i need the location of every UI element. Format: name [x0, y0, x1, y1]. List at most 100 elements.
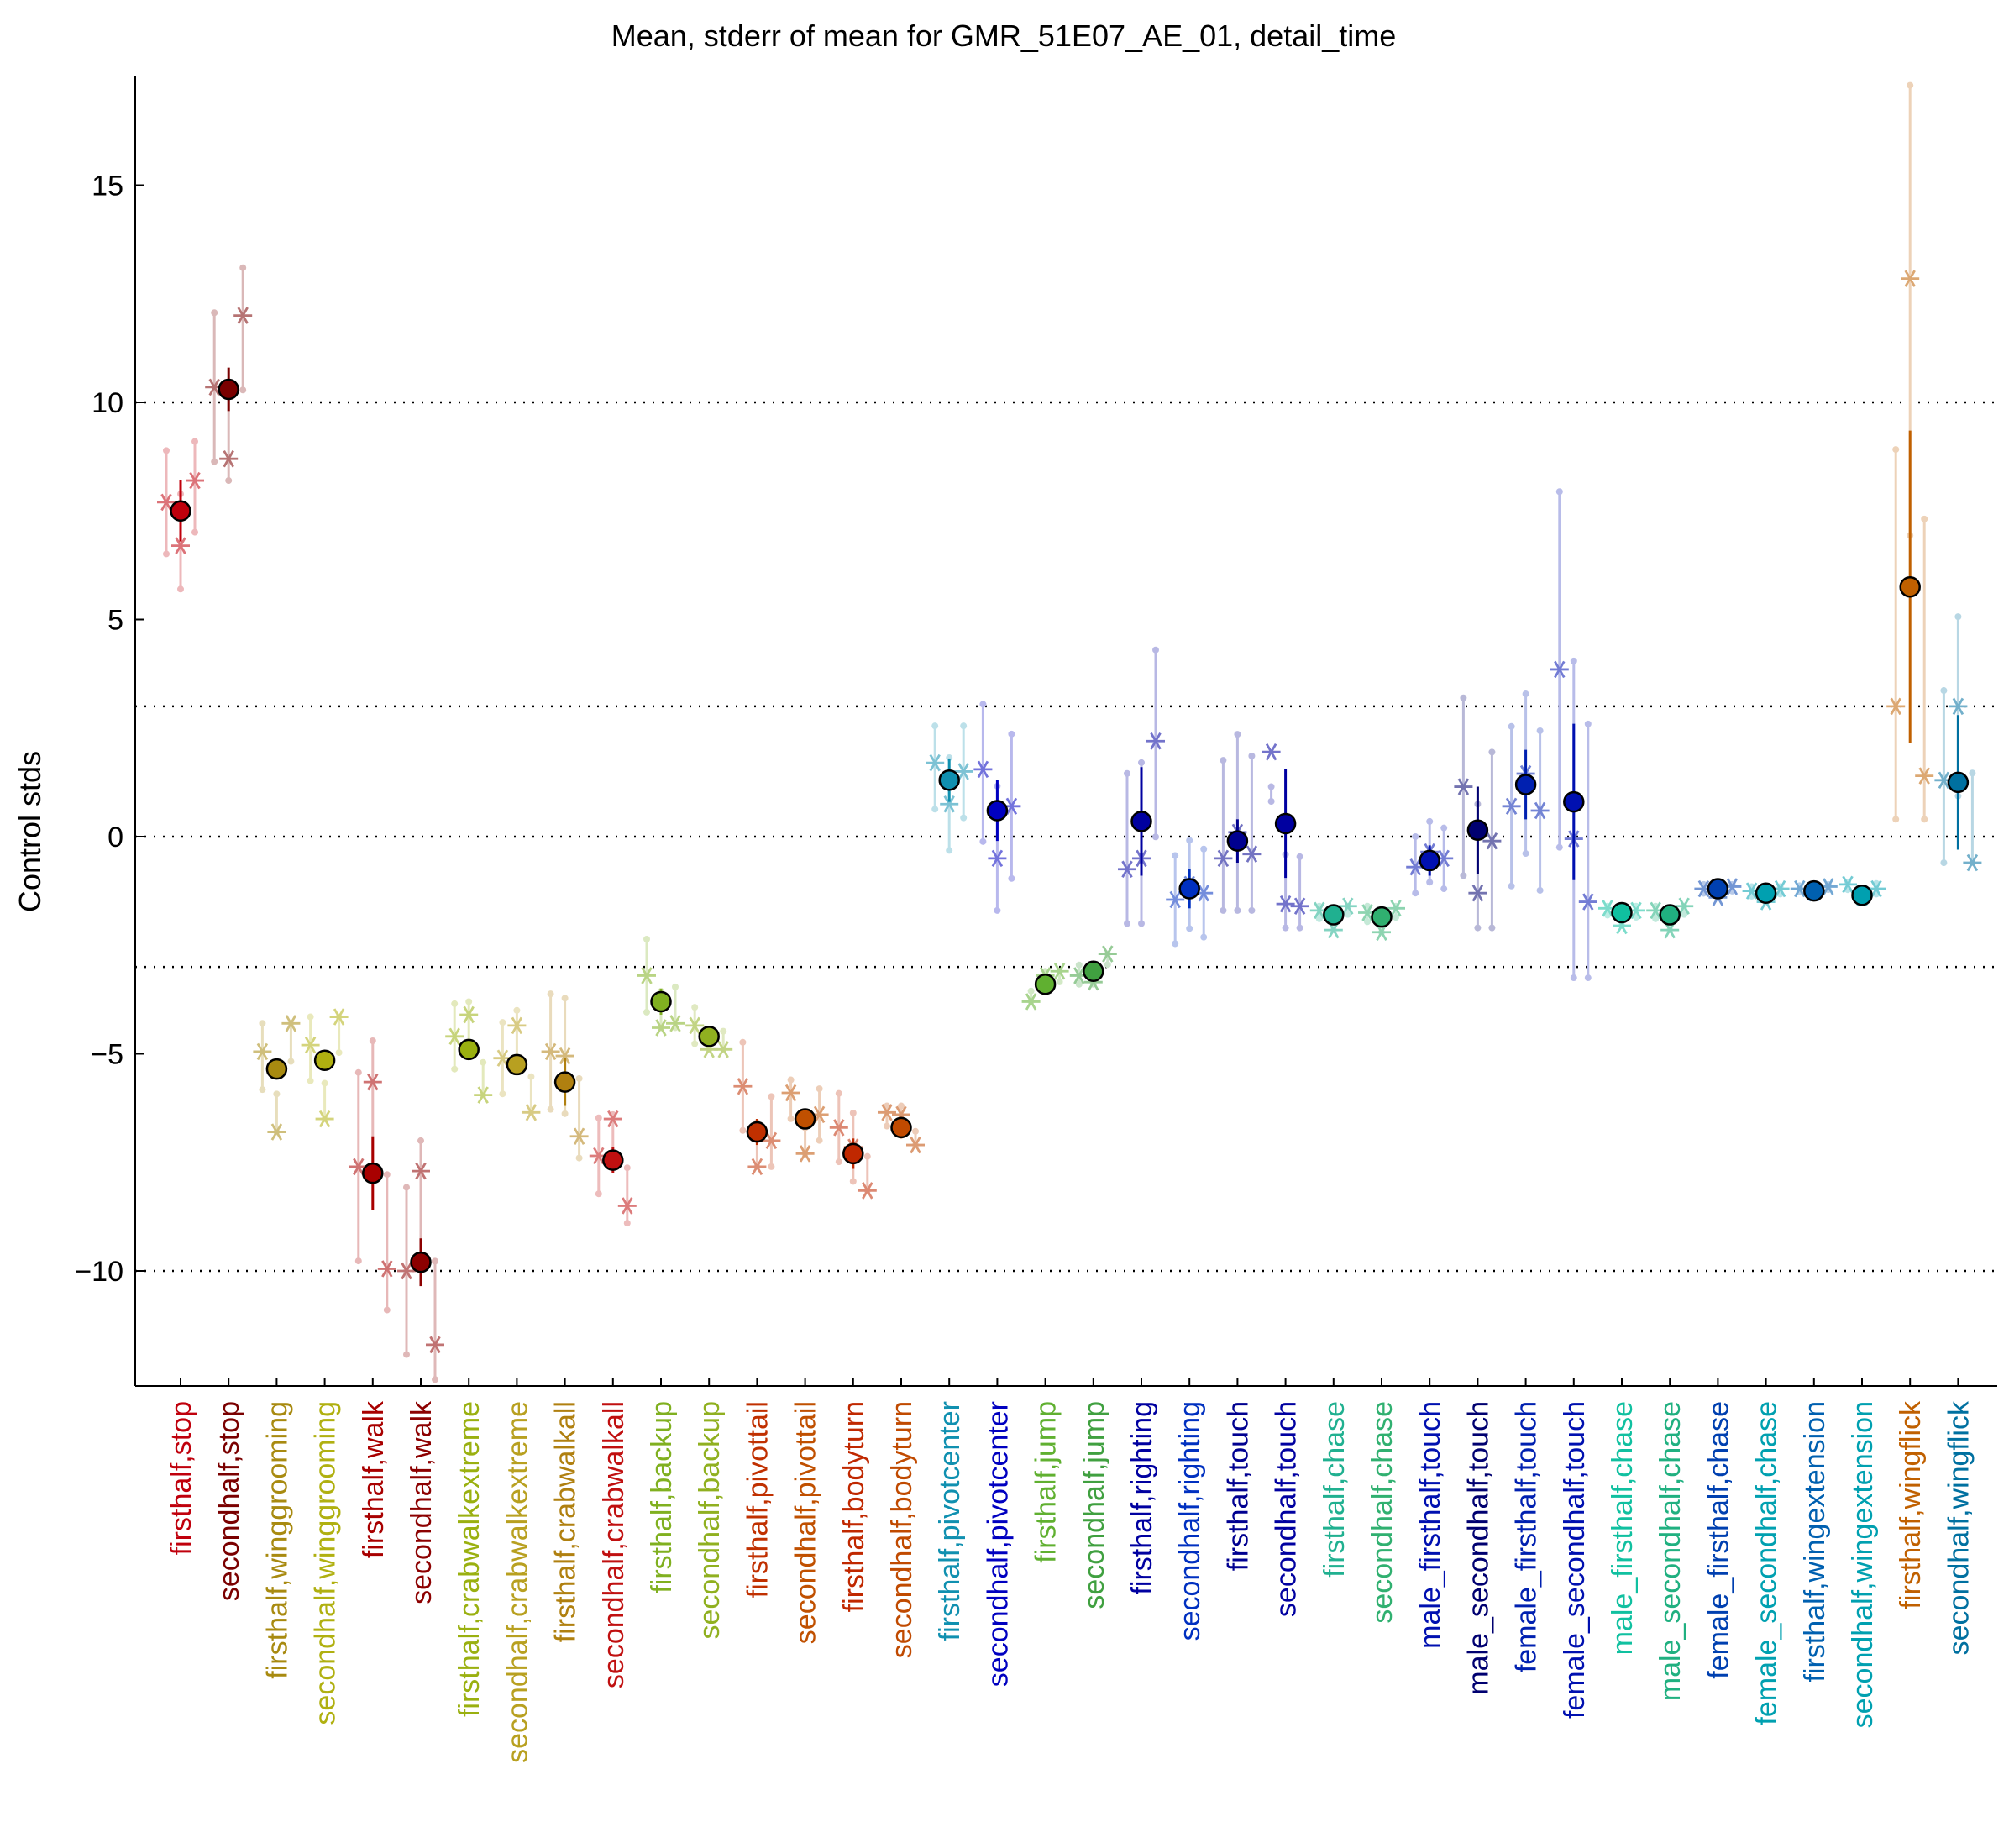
trial-range-end	[960, 722, 968, 730]
trial-mean-star	[445, 1027, 464, 1046]
star-stroke	[1198, 884, 1209, 902]
x-tick-label: secondhalf,touch	[1271, 1401, 1303, 1617]
trial-mean-star	[1387, 900, 1405, 917]
trial-mean-star	[954, 763, 973, 780]
x-tick-label: firsthalf,walk	[358, 1400, 390, 1558]
trial-range-end	[1652, 915, 1660, 922]
trial-range-end	[1921, 816, 1928, 823]
trial-mean-star	[1050, 963, 1069, 980]
y-tick-label: −5	[91, 1039, 123, 1071]
x-tick-label: firsthalf,backup	[646, 1401, 678, 1593]
star-stroke	[1842, 875, 1854, 894]
y-axis-label: Control stds	[13, 751, 47, 912]
category-14	[829, 1089, 877, 1200]
mean-marker	[602, 1149, 624, 1171]
category-23	[1262, 743, 1309, 932]
trial-mean-star	[906, 1136, 925, 1154]
category-21	[1166, 837, 1214, 948]
mean-marker	[890, 1116, 912, 1139]
trial-mean-star	[1118, 860, 1136, 879]
x-tick-label: male_secondhalf,touch	[1462, 1401, 1494, 1695]
trial-range-end	[1267, 783, 1275, 790]
trial-mean-star	[157, 493, 176, 512]
trial-mean-star	[281, 1015, 301, 1032]
trial-range-end	[946, 754, 953, 762]
star-stroke	[689, 1016, 700, 1035]
star-stroke	[559, 1047, 571, 1065]
category-7	[493, 1006, 541, 1121]
trial-mean-star	[1468, 884, 1487, 902]
trial-mean-star	[603, 1110, 622, 1128]
trial-range-end	[432, 1257, 438, 1265]
trial-mean-star	[1482, 832, 1502, 850]
star-stroke	[929, 753, 941, 772]
trial-range-end	[1075, 980, 1083, 988]
category-5	[397, 1137, 444, 1383]
star-stroke	[765, 1131, 778, 1150]
mean-marker	[746, 1121, 768, 1143]
star-stroke	[1457, 778, 1470, 795]
trial-range-end	[1508, 722, 1515, 730]
mean-marker	[410, 1251, 432, 1273]
trial-mean-star	[1021, 993, 1041, 1011]
mean-marker	[1419, 849, 1440, 872]
trial-mean-star	[1098, 945, 1117, 963]
category-16	[926, 722, 973, 854]
mean-marker	[218, 378, 239, 401]
category-24	[1309, 897, 1357, 939]
star-stroke	[1121, 860, 1133, 879]
trial-range-end	[595, 1114, 602, 1121]
star-stroke	[1246, 845, 1258, 863]
x-tick-label: female_firsthalf,chase	[1702, 1401, 1734, 1679]
mean-marker	[1226, 830, 1249, 852]
star-stroke	[1438, 849, 1450, 868]
trial-range-end	[623, 1164, 631, 1172]
x-tick-label: firsthalf,touch	[1222, 1401, 1254, 1571]
trial-range-end	[211, 309, 218, 317]
star-stroke	[1745, 882, 1758, 900]
trial-mean-star	[1915, 767, 1934, 785]
trial-range-end	[191, 438, 198, 445]
star-stroke	[1726, 878, 1739, 895]
mean-marker	[1323, 904, 1345, 926]
trial-mean-star	[878, 1104, 896, 1121]
star-stroke	[1890, 697, 1901, 716]
trial-mean-star	[541, 1042, 560, 1061]
x-tick-label: secondhalf,stop	[213, 1401, 245, 1601]
trial-range-end	[191, 528, 198, 536]
trial-range-end	[1172, 852, 1179, 859]
star-stroke	[1918, 767, 1930, 785]
star-stroke	[1870, 879, 1882, 898]
trial-range-end	[672, 983, 679, 990]
x-tick-label: firsthalf,crabwalkextreme	[454, 1401, 485, 1717]
category-34	[1790, 878, 1838, 902]
category-1	[205, 264, 253, 485]
trial-range-end	[1488, 924, 1496, 932]
star-stroke	[1342, 897, 1354, 915]
trial-range-end	[259, 1086, 266, 1094]
trial-range-end	[739, 1126, 747, 1134]
trial-mean-star	[377, 1260, 396, 1278]
mean-marker	[1083, 960, 1104, 983]
star-stroke	[1505, 797, 1518, 816]
star-stroke	[175, 537, 186, 554]
trial-range-end	[1296, 924, 1303, 932]
trial-mean-star	[1675, 897, 1694, 915]
trial-range-end	[898, 1102, 905, 1110]
trial-range-end	[1296, 853, 1303, 860]
trial-mean-star	[507, 1016, 527, 1035]
y-tick-label: 15	[92, 171, 123, 202]
trial-range-end	[691, 1004, 699, 1011]
trial-range-end	[354, 1068, 362, 1076]
category-35	[1839, 875, 1886, 906]
mean-marker	[1514, 774, 1537, 795]
trial-range-end	[1460, 872, 1467, 879]
mean-marker	[698, 1026, 720, 1047]
trial-range-end	[451, 1000, 459, 1007]
trial-mean-star	[522, 1104, 541, 1121]
star-stroke	[1409, 858, 1421, 876]
mean-marker	[1947, 771, 1970, 794]
star-stroke	[415, 1162, 427, 1180]
x-tick-label: secondhalf,wingflick	[1943, 1400, 1975, 1655]
trial-range-end	[575, 1074, 583, 1082]
